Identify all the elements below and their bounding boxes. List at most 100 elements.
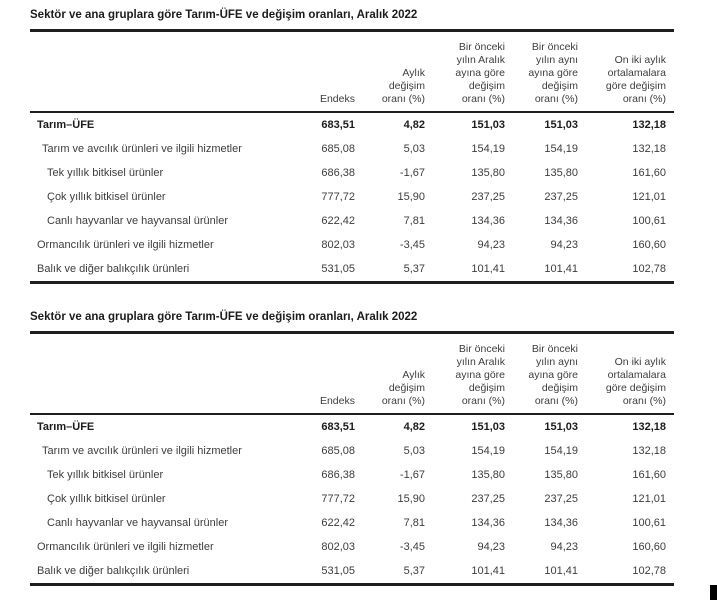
table-row: Balık ve diğer balıkçılık ürünleri 531,05… xyxy=(30,257,674,281)
cell-value: 134,36 xyxy=(544,517,578,529)
cell-value: 132,18 xyxy=(632,445,666,457)
table-grid: Endeks Aylık değişim oranı (%) Bir öncek… xyxy=(30,331,674,586)
cell-value: 132,18 xyxy=(632,143,666,155)
agri-ppi-table-1: Sektör ve ana gruplara göre Tarım-ÜFE ve… xyxy=(30,8,674,284)
cell-value: 154,19 xyxy=(471,445,505,457)
table-row: Balık ve diğer balıkçılık ürünleri 531,05… xyxy=(30,559,674,583)
row-label: Tarım ve avcılık ürünleri ve ilgili hizm… xyxy=(42,445,242,457)
cell-value: 4,82 xyxy=(403,421,425,433)
cell-value: -1,67 xyxy=(399,167,425,179)
cell-value: 101,41 xyxy=(544,565,578,577)
table-title: Sektör ve ana gruplara göre Tarım-ÜFE ve… xyxy=(30,9,418,21)
cell-value: 121,01 xyxy=(632,493,666,505)
cell-value: 777,72 xyxy=(321,493,355,505)
agri-ppi-table-2: Sektör ve ana gruplara göre Tarım-ÜFE ve… xyxy=(30,310,674,586)
cell-value: 100,61 xyxy=(632,517,666,529)
column-header-endeks: Endeks xyxy=(319,93,355,105)
cell-value: 5,03 xyxy=(403,445,425,457)
table-grid: Endeks Aylık değişim oranı (%) Bir öncek… xyxy=(30,29,674,284)
cell-value: 5,37 xyxy=(403,565,425,577)
cell-value: 94,23 xyxy=(550,239,578,251)
cell-value: 151,03 xyxy=(544,119,578,131)
cell-value: 151,03 xyxy=(544,421,578,433)
cell-value: -1,67 xyxy=(399,469,425,481)
corner-artifact xyxy=(710,585,717,600)
column-header-twelve-month-avg: On iki aylık ortalamalara göre değişim o… xyxy=(605,356,666,407)
cell-value: 151,03 xyxy=(471,119,505,131)
cell-value: 160,60 xyxy=(632,541,666,553)
table-row: Tarım ve avcılık ürünleri ve ilgili hizm… xyxy=(30,137,674,161)
table-title: Sektör ve ana gruplara göre Tarım-ÜFE ve… xyxy=(30,311,418,323)
cell-value: 531,05 xyxy=(321,565,355,577)
cell-value: 161,60 xyxy=(632,167,666,179)
column-header-vs-prev-december: Bir önceki yılın Aralık ayına göre değiş… xyxy=(455,343,505,407)
cell-value: 686,38 xyxy=(321,167,355,179)
cell-value: 237,25 xyxy=(471,191,505,203)
cell-value: 685,08 xyxy=(321,143,355,155)
table-row: Tek yıllık bitkisel ürünler 686,38 -1,67 13… xyxy=(30,161,674,185)
cell-value: 5,37 xyxy=(403,263,425,275)
table-row: Tarım–ÜFE 683,51 4,82 151,03 151,03 132,18 xyxy=(30,415,674,439)
cell-value: 102,78 xyxy=(632,565,666,577)
column-header-twelve-month-avg: On iki aylık ortalamalara göre değişim o… xyxy=(605,54,666,105)
cell-value: 101,41 xyxy=(544,263,578,275)
cell-value: 15,90 xyxy=(397,493,425,505)
cell-value: 683,51 xyxy=(321,421,355,433)
cell-value: 7,81 xyxy=(403,517,425,529)
table-row: Çok yıllık bitkisel ürünler 777,72 15,90 23… xyxy=(30,185,674,209)
cell-value: 94,23 xyxy=(477,239,505,251)
table-row: Ormancılık ürünleri ve ilgili hizmetler 8… xyxy=(30,233,674,257)
row-label: Balık ve diğer balıkçılık ürünleri xyxy=(37,565,190,577)
row-label: Canlı hayvanlar ve hayvansal ürünler xyxy=(47,517,228,529)
cell-value: 802,03 xyxy=(321,239,355,251)
cell-value: 7,81 xyxy=(403,215,425,227)
cell-value: 135,80 xyxy=(544,167,578,179)
table-body: Tarım–ÜFE 683,51 4,82 151,03 151,03 132,18 Tar… xyxy=(30,415,674,583)
table-header-row: Endeks Aylık değişim oranı (%) Bir öncek… xyxy=(30,334,674,415)
row-label: Tek yıllık bitkisel ürünler xyxy=(47,469,164,481)
column-header-monthly-change: Aylık değişim oranı (%) xyxy=(381,369,425,407)
cell-value: 151,03 xyxy=(471,421,505,433)
table-row: Tek yıllık bitkisel ürünler 686,38 -1,67 13… xyxy=(30,463,674,487)
cell-value: 4,82 xyxy=(403,119,425,131)
cell-value: 135,80 xyxy=(471,167,505,179)
cell-value: 101,41 xyxy=(471,263,505,275)
column-header-vs-same-month: Bir önceki yılın aynı ayına göre değişim… xyxy=(528,343,578,407)
row-label: Tek yıllık bitkisel ürünler xyxy=(47,167,164,179)
row-label: Tarım–ÜFE xyxy=(37,119,95,131)
row-label: Ormancılık ürünleri ve ilgili hizmetler xyxy=(37,239,214,251)
row-label: Ormancılık ürünleri ve ilgili hizmetler xyxy=(37,541,214,553)
cell-value: 15,90 xyxy=(397,191,425,203)
cell-value: 5,03 xyxy=(403,143,425,155)
table-row: Ormancılık ürünleri ve ilgili hizmetler 8… xyxy=(30,535,674,559)
row-label: Tarım–ÜFE xyxy=(37,421,95,433)
cell-value: 135,80 xyxy=(544,469,578,481)
row-label: Çok yıllık bitkisel ürünler xyxy=(47,191,166,203)
cell-value: 102,78 xyxy=(632,263,666,275)
cell-value: 101,41 xyxy=(471,565,505,577)
cell-value: 100,61 xyxy=(632,215,666,227)
cell-value: 685,08 xyxy=(321,445,355,457)
cell-value: 135,80 xyxy=(471,469,505,481)
cell-value: 237,25 xyxy=(544,191,578,203)
table-row: Canlı hayvanlar ve hayvansal ürünler 622,… xyxy=(30,511,674,535)
table-row: Çok yıllık bitkisel ürünler 777,72 15,90 23… xyxy=(30,487,674,511)
cell-value: 622,42 xyxy=(321,215,355,227)
row-label: Balık ve diğer balıkçılık ürünleri xyxy=(37,263,190,275)
cell-value: 134,36 xyxy=(471,215,505,227)
cell-value: 161,60 xyxy=(632,469,666,481)
cell-value: 154,19 xyxy=(544,445,578,457)
cell-value: 802,03 xyxy=(321,541,355,553)
row-label: Canlı hayvanlar ve hayvansal ürünler xyxy=(47,215,228,227)
cell-value: -3,45 xyxy=(399,541,425,553)
cell-value: 132,18 xyxy=(632,421,666,433)
cell-value: 622,42 xyxy=(321,517,355,529)
table-row: Tarım ve avcılık ürünleri ve ilgili hizm… xyxy=(30,439,674,463)
cell-value: 94,23 xyxy=(550,541,578,553)
cell-value: 531,05 xyxy=(321,263,355,275)
row-label: Tarım ve avcılık ürünleri ve ilgili hizm… xyxy=(42,143,242,155)
cell-value: 134,36 xyxy=(544,215,578,227)
cell-value: 132,18 xyxy=(632,119,666,131)
cell-value: -3,45 xyxy=(399,239,425,251)
cell-value: 237,25 xyxy=(471,493,505,505)
